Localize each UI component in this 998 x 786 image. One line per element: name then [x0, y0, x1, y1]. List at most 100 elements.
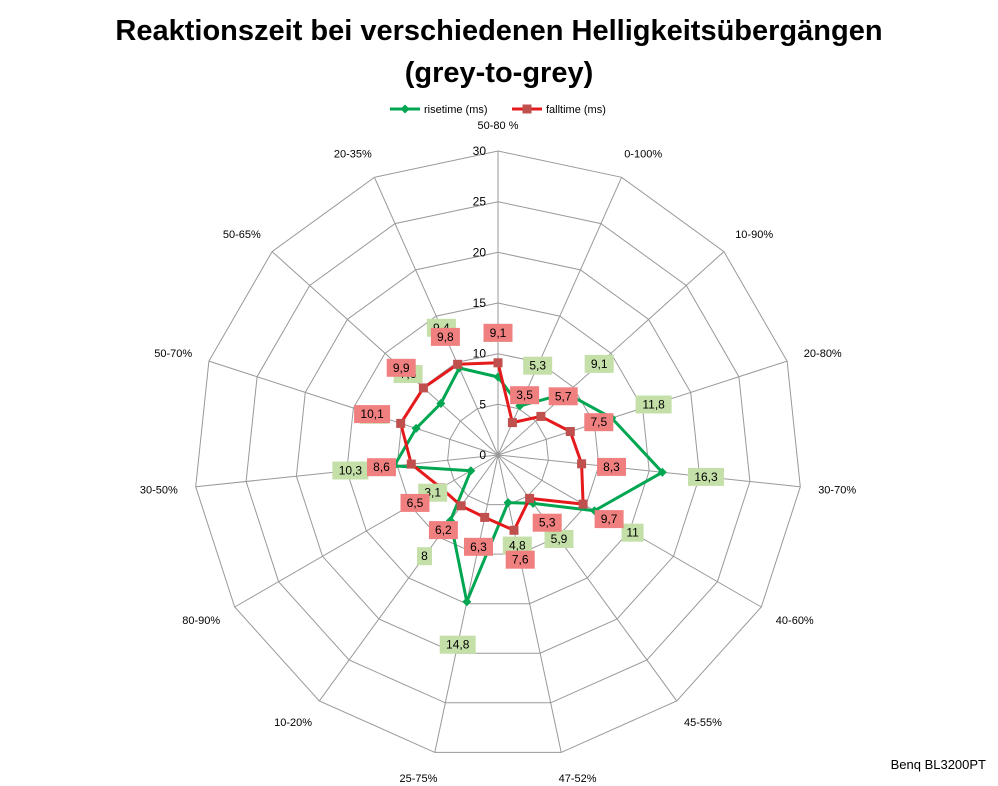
data-label-fall: 7,6: [512, 553, 529, 567]
data-point-fall: [577, 459, 587, 469]
chart-title-line2: (grey-to-grey): [404, 57, 594, 89]
data-label-bg-rise: [439, 635, 476, 654]
category-label: 47-52%: [559, 773, 597, 785]
grid-ring: [346, 302, 650, 605]
chart-title-line1: Reaktionszeit bei verschiedenen Helligke…: [115, 15, 883, 47]
data-label-bg-rise: [417, 547, 432, 566]
grid-spoke: [318, 454, 499, 702]
radial-tick-label: 15: [473, 296, 487, 310]
data-label-fall: 9,8: [437, 330, 454, 344]
data-point-fall: [396, 418, 406, 428]
legend-marker-rise: [400, 104, 410, 114]
category-label: 10-90%: [735, 229, 773, 241]
data-label-fall: 9,9: [393, 361, 410, 375]
data-label-bg-fall: [400, 493, 430, 512]
data-label-fall: 6,3: [470, 540, 487, 554]
data-point-rise: [657, 467, 667, 477]
data-label-bg-fall: [548, 387, 578, 406]
data-point-fall: [536, 411, 546, 421]
grid-spoke: [271, 251, 499, 456]
data-labels-fall: 9,1 3,5 5,7 7,5 8,3 9,7 5,3 7,6 6,3 6,2 6,5 8,6 10,1…: [354, 323, 626, 569]
data-label-bg-fall: [354, 405, 391, 424]
data-label-bg-fall: [464, 537, 493, 556]
radial-tick-label: 25: [473, 195, 487, 209]
data-label-rise: 16,3: [694, 470, 718, 484]
data-point-fall: [493, 358, 503, 368]
grid-ring: [245, 201, 751, 704]
category-label: 20-80%: [804, 348, 842, 360]
data-label-bg-fall: [428, 521, 458, 540]
data-label-fall: 5,3: [539, 516, 556, 530]
category-label: 50-65%: [223, 229, 261, 241]
category-label: 10-20%: [274, 717, 312, 729]
data-label-bg-rise: [332, 461, 369, 480]
data-point-rise: [466, 466, 476, 476]
radar-grid: [195, 150, 801, 753]
category-label: 30-70%: [818, 485, 856, 497]
data-point-fall: [507, 418, 517, 428]
data-label-fall: 6,2: [435, 523, 452, 537]
radial-tick-label: 0: [479, 448, 486, 462]
data-label-bg-fall: [532, 513, 562, 532]
data-label-fall: 8,3: [603, 460, 620, 474]
data-label-rise: 11: [626, 526, 639, 540]
data-point-fall: [525, 493, 535, 503]
data-point-fall: [480, 512, 490, 522]
data-label-fall: 9,7: [601, 512, 618, 526]
grid-spoke: [234, 454, 499, 608]
data-label-rise: 5,9: [551, 532, 568, 546]
chart-title: Reaktionszeit bei verschiedenen Helligke…: [0, 10, 998, 94]
data-label-rise: 4,8: [509, 539, 526, 553]
data-point-fall: [453, 359, 463, 369]
radial-tick-label: 5: [479, 397, 486, 411]
data-point-fall: [418, 383, 428, 393]
data-point-rise: [462, 597, 472, 607]
data-label-rise: 9,1: [591, 357, 608, 371]
legend-marker-fall: [522, 104, 532, 114]
data-label-bg-fall: [597, 457, 626, 476]
radial-tick-label: 10: [473, 347, 487, 361]
footer-note: Benq BL3200PT: [890, 757, 986, 772]
category-label: 25-75%: [399, 773, 437, 785]
data-label-bg-fall: [505, 550, 535, 569]
data-point-fall: [565, 427, 575, 436]
data-label-fall: 7,5: [590, 415, 607, 429]
grid-spoke: [497, 454, 678, 702]
category-label: 50-70%: [154, 348, 192, 360]
grid-ring: [295, 251, 701, 654]
category-label: 0-100%: [624, 149, 662, 161]
legend-label-rise: risetime (ms): [424, 104, 488, 116]
legend: risetime (ms) falltime (ms): [390, 104, 606, 116]
data-label-bg-rise: [584, 354, 614, 373]
data-point-fall: [406, 459, 416, 469]
data-label-bg-rise: [635, 395, 672, 414]
series-line-fall: [399, 361, 585, 532]
grid-spoke: [497, 251, 725, 456]
data-label-bg-fall: [584, 413, 614, 432]
category-label: 80-90%: [182, 615, 220, 627]
data-label-bg-rise: [621, 523, 644, 542]
grid-spoke: [208, 360, 499, 456]
data-label-bg-fall: [483, 323, 513, 342]
data-point-fall: [509, 525, 519, 535]
radial-tick-label: 20: [473, 245, 487, 259]
data-label-bg-rise: [544, 530, 574, 548]
data-label-rise: 11,8: [642, 398, 665, 412]
category-label: 50-80 %: [478, 120, 519, 132]
data-label-rise: 14,8: [446, 638, 470, 652]
data-point-rise: [436, 399, 446, 408]
data-label-bg-rise: [688, 467, 724, 486]
data-label-rise: 10,3: [339, 464, 363, 478]
data-label-bg-rise: [523, 356, 553, 375]
legend-label-fall: falltime (ms): [546, 104, 606, 116]
data-label-rise: 5,3: [529, 359, 546, 373]
data-label-fall: 6,5: [407, 496, 424, 510]
data-label-fall: 5,7: [555, 389, 572, 403]
grid-ring: [195, 150, 801, 753]
radial-tick-label: 30: [473, 144, 487, 158]
data-label-fall: 8,6: [373, 460, 390, 474]
data-point-fall: [456, 501, 466, 511]
data-label-bg-fall: [386, 358, 416, 377]
category-label: 40-60%: [776, 615, 814, 627]
